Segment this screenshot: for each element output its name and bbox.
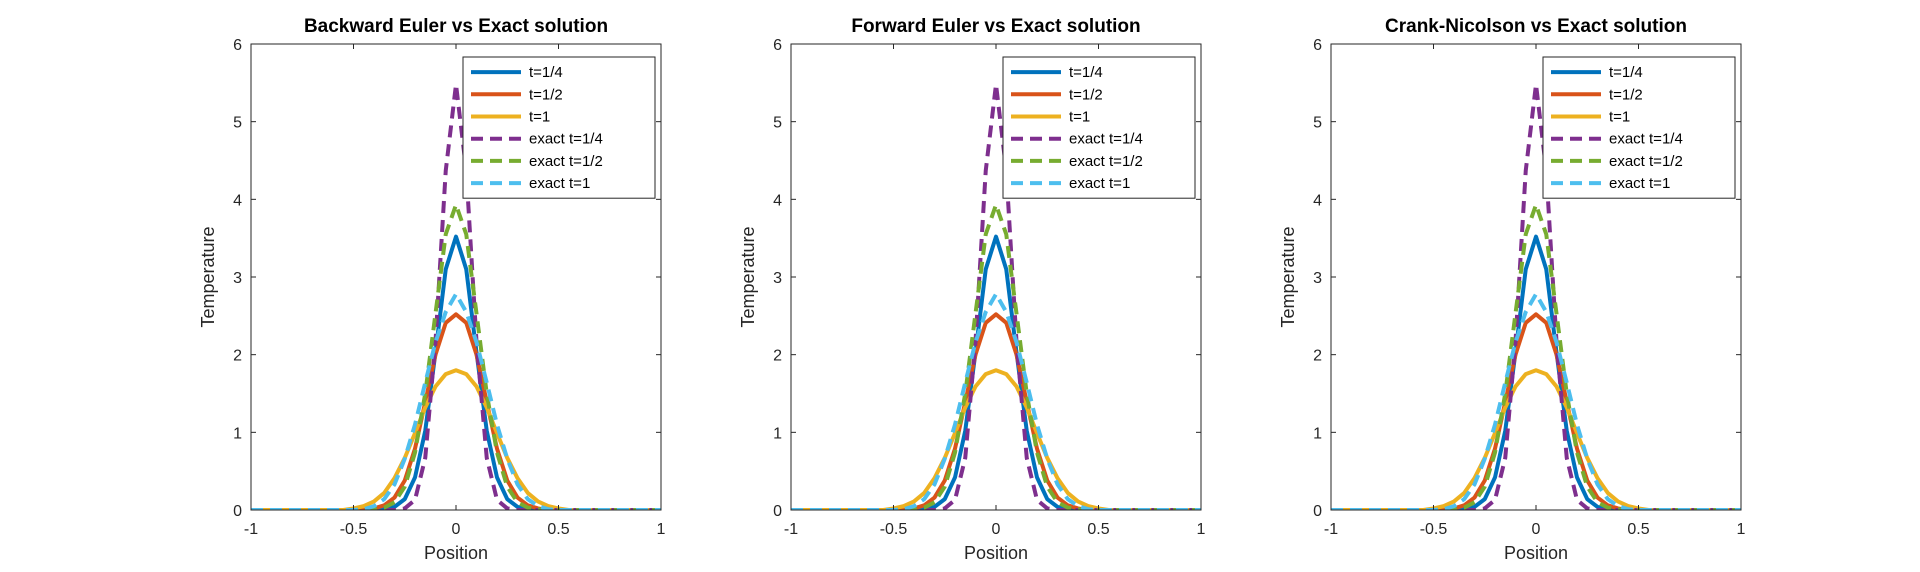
legend-entry-label: t=1/4 — [1069, 64, 1103, 81]
y-tick-label: 3 — [1313, 270, 1322, 287]
x-axis-label: Position — [424, 543, 488, 563]
y-tick-label: 2 — [773, 348, 782, 365]
y-tick-label: 2 — [1313, 348, 1322, 365]
legend-entry-label: exact t=1/2 — [1069, 153, 1143, 170]
legend-entry-label: exact t=1/4 — [1069, 131, 1143, 148]
x-tick-label: -0.5 — [1420, 521, 1448, 538]
y-tick-label: 4 — [233, 192, 242, 209]
y-tick-label: 5 — [1313, 115, 1322, 132]
x-tick-label: 0.5 — [1087, 521, 1109, 538]
x-tick-label: 1 — [1197, 521, 1206, 538]
legend-entry-label: t=1/4 — [1609, 64, 1643, 81]
legend-box — [462, 56, 656, 199]
y-tick-label: 1 — [1313, 425, 1322, 442]
legend-entry-label: exact t=1/4 — [529, 131, 603, 148]
y-tick-label: 4 — [773, 192, 782, 209]
series-line-3 — [791, 368, 1201, 510]
x-tick-label: 0.5 — [547, 521, 569, 538]
series-line-3 — [1331, 368, 1741, 510]
legend-entry-label: t=1/2 — [529, 86, 563, 103]
chart-title: Crank-Nicolson vs Exact solution — [1385, 16, 1687, 37]
y-tick-label: 3 — [773, 270, 782, 287]
x-tick-label: 0 — [992, 521, 1001, 538]
y-tick-label: 5 — [233, 115, 242, 132]
legend-entry-label: exact t=1 — [1609, 175, 1670, 192]
legend: t=1/4 t=1/2 t=1 exact t=1/4 exact t=1/2 exact… — [1002, 56, 1196, 199]
y-tick-label: 6 — [1313, 37, 1322, 54]
legend-entry-label: exact t=1/4 — [1609, 131, 1683, 148]
legend-entry-label: exact t=1 — [1069, 175, 1130, 192]
y-tick-label: 0 — [233, 503, 242, 520]
y-tick-label: 3 — [233, 270, 242, 287]
y-tick-label: 4 — [1313, 192, 1322, 209]
legend-box — [1002, 56, 1196, 199]
y-tick-label: 2 — [233, 348, 242, 365]
x-tick-label: -1 — [244, 521, 258, 538]
chart-panel-3: -1 -0.5 0 0.5 1 0 1 2 3 4 5 6 Crank-Nicolson vs Exac… — [1278, 16, 1746, 563]
series-line-2 — [791, 312, 1201, 510]
y-tick-label: 6 — [773, 37, 782, 54]
y-tick-label: 6 — [233, 37, 242, 54]
y-axis-label: Temperature — [738, 226, 758, 327]
series-group — [791, 82, 1201, 510]
x-tick-label: -0.5 — [340, 521, 368, 538]
legend-entry-label: exact t=1/2 — [529, 153, 603, 170]
x-tick-label: 0.5 — [1627, 521, 1649, 538]
y-axis-label: Temperature — [198, 226, 218, 327]
series-line-1 — [251, 234, 661, 510]
x-tick-label: -0.5 — [880, 521, 908, 538]
legend: t=1/4 t=1/2 t=1 exact t=1/4 exact t=1/2 exact… — [462, 56, 656, 199]
legend-entry-label: t=1/2 — [1069, 86, 1103, 103]
series-line-3 — [251, 368, 661, 510]
y-tick-label: 5 — [773, 115, 782, 132]
x-axis-label: Position — [964, 543, 1028, 563]
legend-entry-label: exact t=1 — [529, 175, 590, 192]
series-group — [1331, 82, 1741, 510]
chart-panel-1: -1 -0.5 0 0.5 1 0 1 2 3 4 5 6 Backward Euler vs Exac… — [198, 16, 666, 563]
chart-title: Backward Euler vs Exact solution — [304, 16, 608, 37]
x-tick-label: 0 — [452, 521, 461, 538]
legend: t=1/4 t=1/2 t=1 exact t=1/4 exact t=1/2 exact… — [1542, 56, 1736, 199]
legend-box — [1542, 56, 1736, 199]
y-tick-label: 0 — [1313, 503, 1322, 520]
series-line-1 — [1331, 234, 1741, 510]
x-tick-label: -1 — [1324, 521, 1338, 538]
x-tick-label: 1 — [657, 521, 666, 538]
x-axis-label: Position — [1504, 543, 1568, 563]
legend-entry-label: exact t=1/2 — [1609, 153, 1683, 170]
legend-entry-label: t=1/2 — [1609, 86, 1643, 103]
series-group — [251, 82, 661, 510]
x-tick-label: 1 — [1737, 521, 1746, 538]
y-tick-label: 1 — [773, 425, 782, 442]
series-line-2 — [251, 312, 661, 510]
legend-entry-label: t=1 — [529, 109, 550, 126]
y-tick-label: 0 — [773, 503, 782, 520]
y-axis-label: Temperature — [1278, 226, 1298, 327]
chart-title: Forward Euler vs Exact solution — [851, 16, 1140, 37]
x-tick-label: -1 — [784, 521, 798, 538]
chart-panel-2: -1 -0.5 0 0.5 1 0 1 2 3 4 5 6 Forward Euler vs Exact… — [738, 16, 1206, 563]
legend-entry-label: t=1/4 — [529, 64, 563, 81]
legend-entry-label: t=1 — [1609, 109, 1630, 126]
x-tick-label: 0 — [1532, 521, 1541, 538]
legend-entry-label: t=1 — [1069, 109, 1090, 126]
y-tick-label: 1 — [233, 425, 242, 442]
series-line-2 — [1331, 312, 1741, 510]
series-line-1 — [791, 234, 1201, 510]
